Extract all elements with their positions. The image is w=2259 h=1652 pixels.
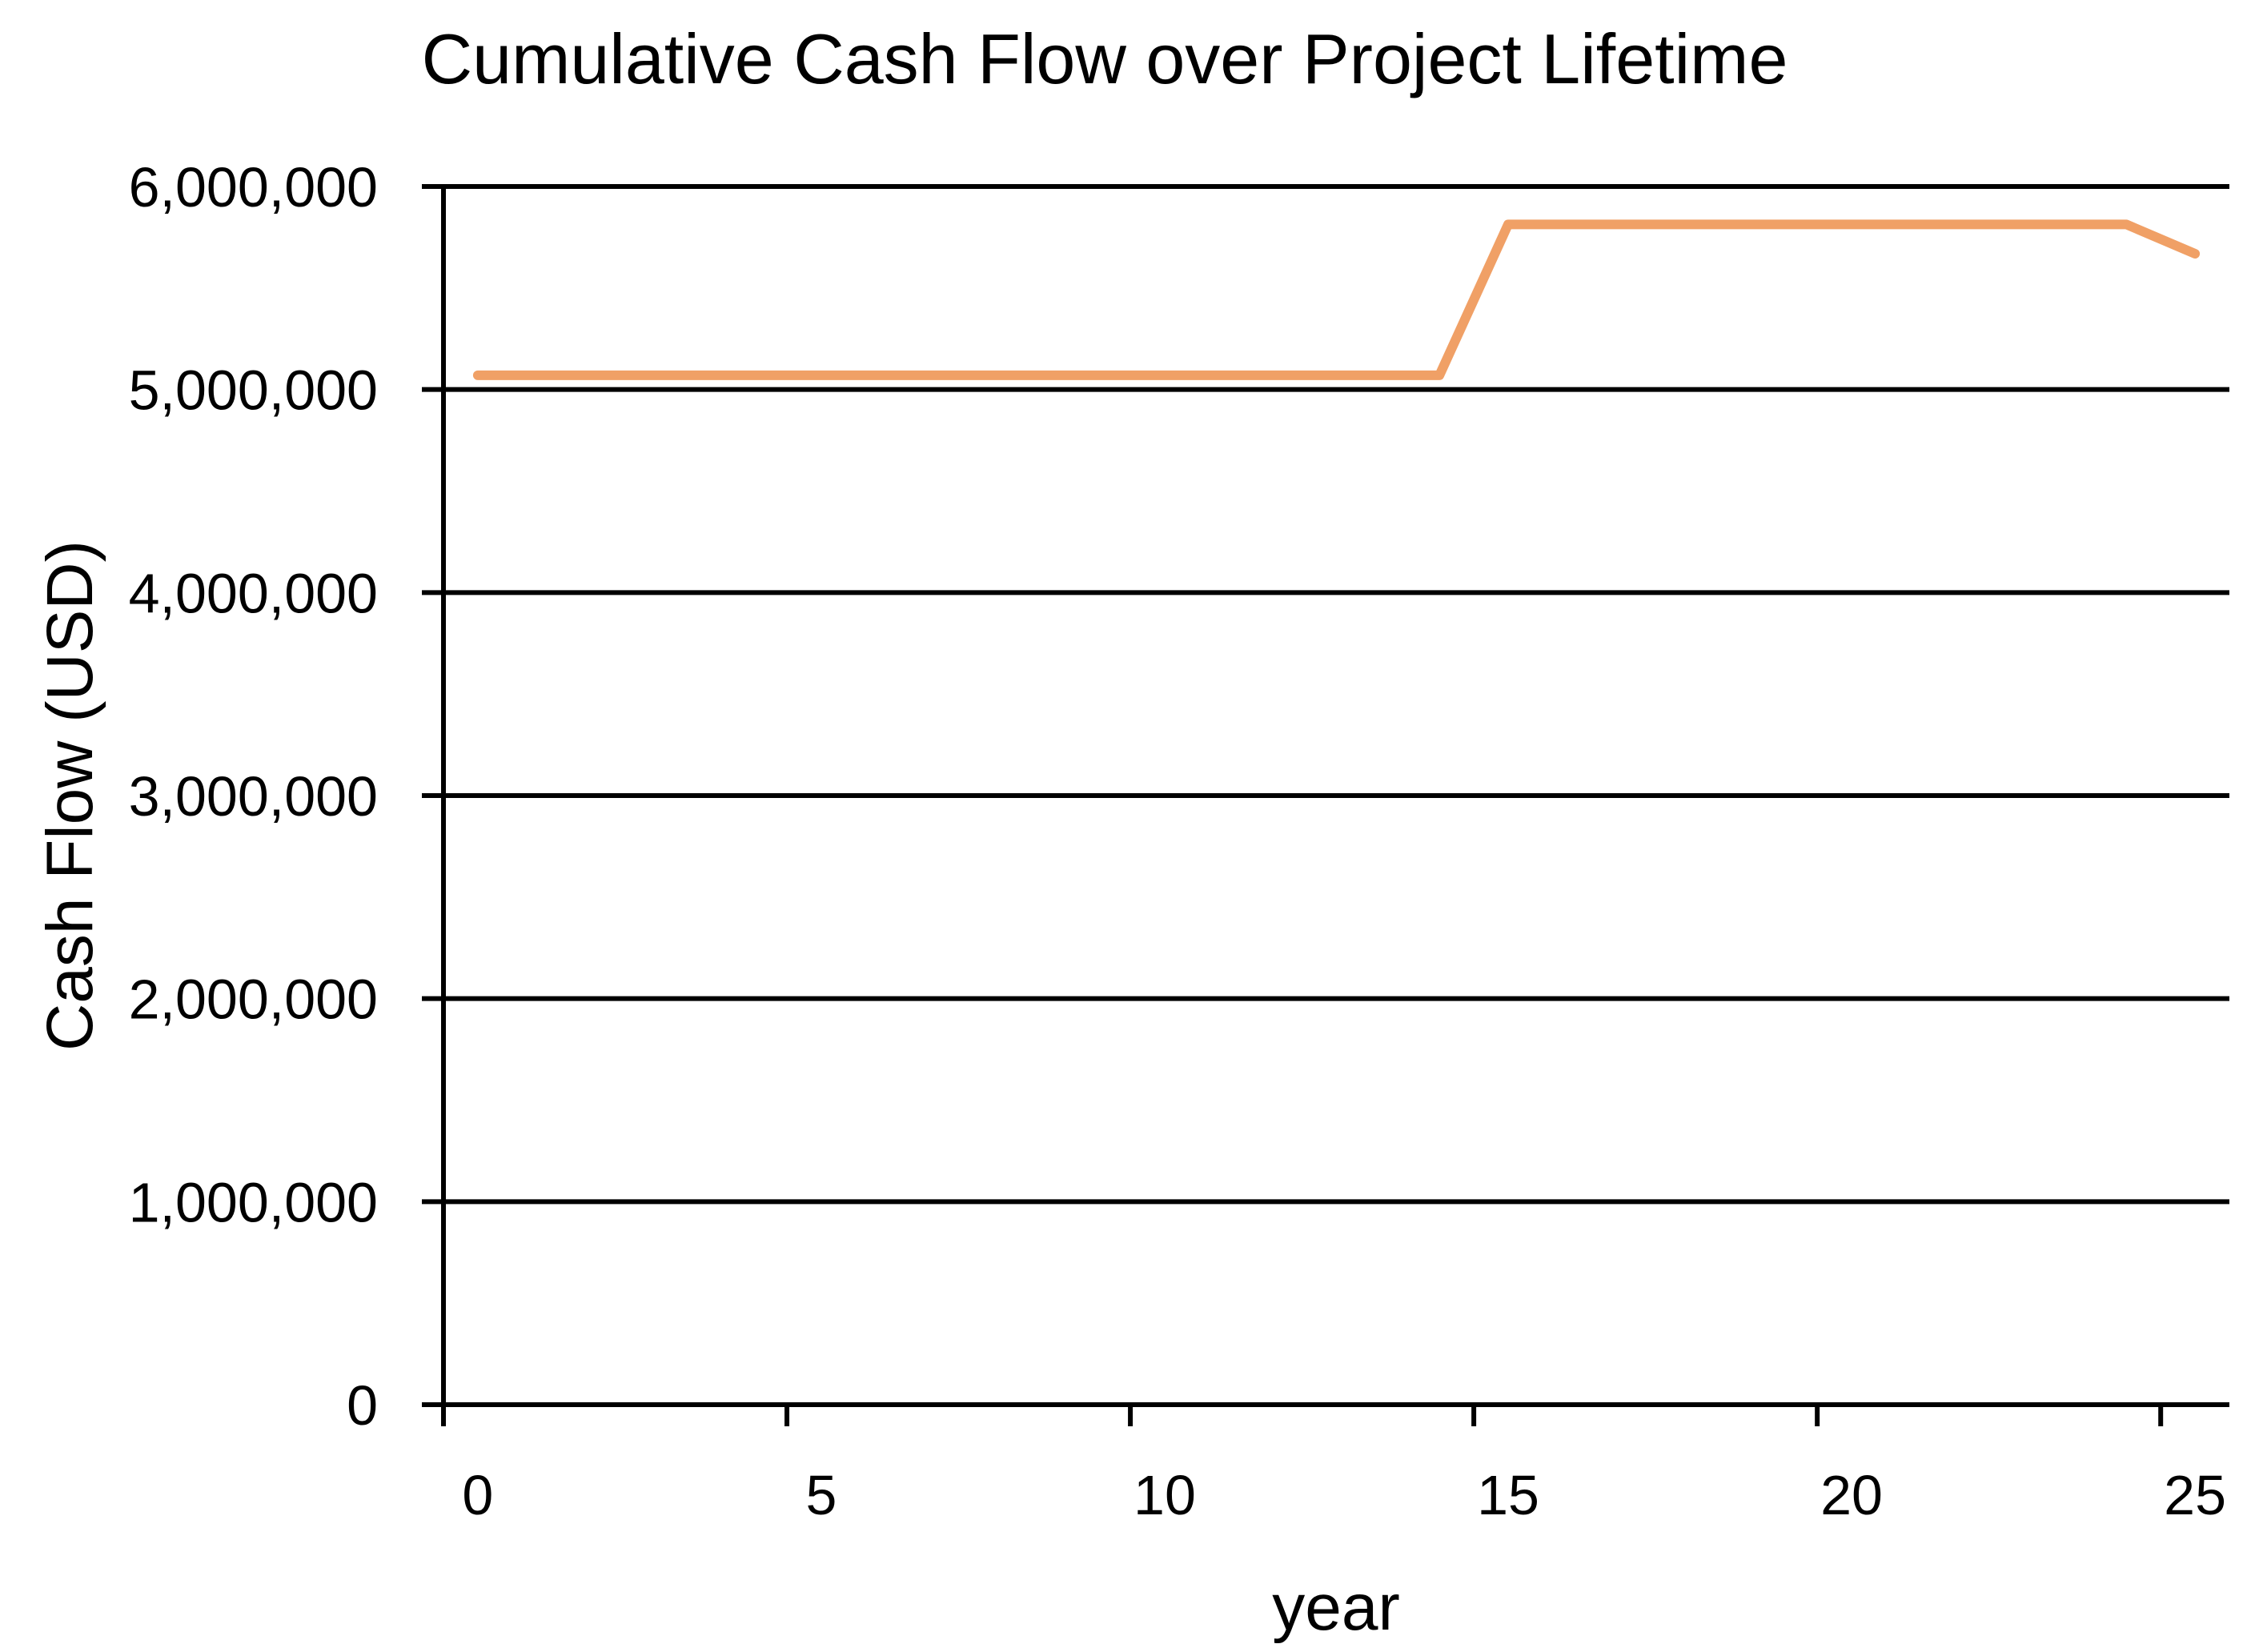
x-tick-label: 20	[1820, 1464, 1883, 1526]
x-axis-title: year	[1272, 1571, 1400, 1644]
y-tick-label: 5,000,000	[129, 359, 378, 422]
x-tick-label: 15	[1477, 1464, 1539, 1526]
y-tick-label: 2,000,000	[129, 968, 378, 1031]
y-tick-label: 6,000,000	[129, 156, 378, 219]
y-tick-label: 0	[347, 1374, 378, 1437]
chart-title: Cumulative Cash Flow over Project Lifeti…	[421, 19, 1788, 98]
x-tick-label: 5	[805, 1464, 837, 1526]
x-tick-label: 0	[462, 1464, 493, 1526]
x-tick-label: 10	[1134, 1464, 1196, 1526]
y-tick-label: 4,000,000	[129, 562, 378, 624]
cash-flow-line	[472, 219, 2201, 380]
x-tick-label: 25	[2164, 1464, 2226, 1526]
y-tick-label: 3,000,000	[129, 765, 378, 828]
y-tick-label: 1,000,000	[129, 1171, 378, 1233]
